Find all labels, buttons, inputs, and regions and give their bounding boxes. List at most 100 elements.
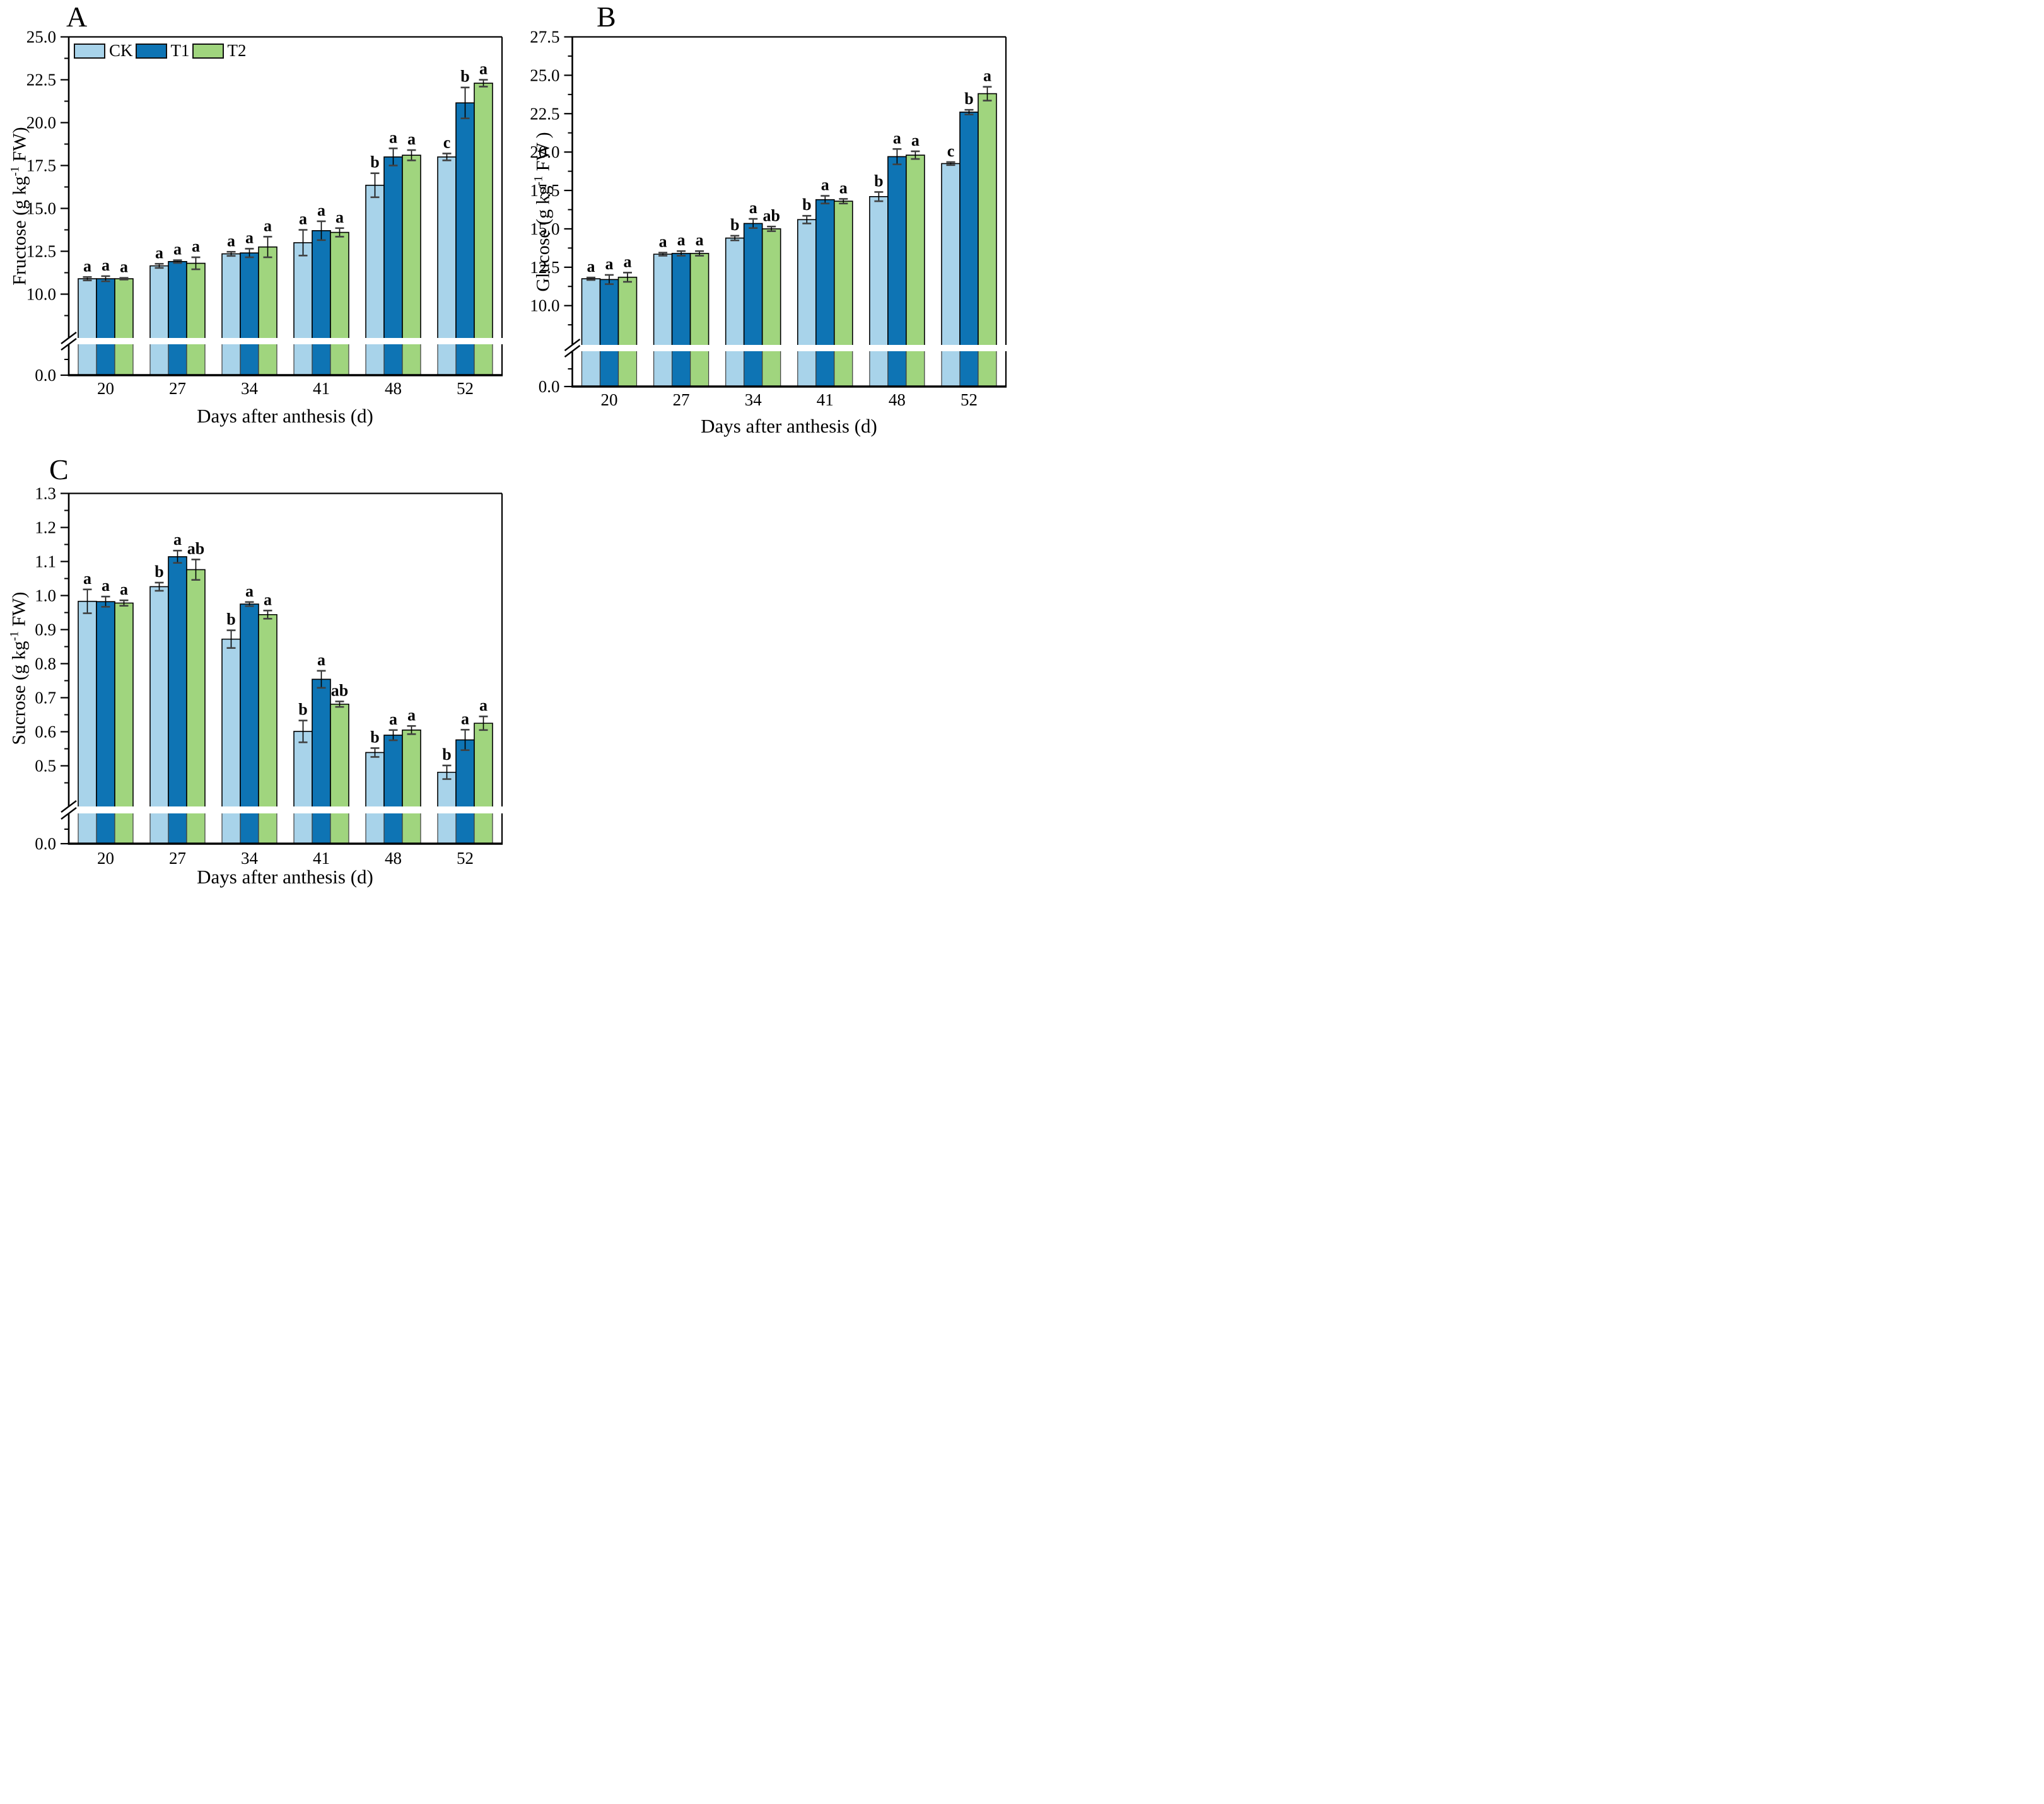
axis-break-slash	[61, 332, 77, 344]
bar-stub-CK-48	[366, 813, 384, 844]
bar-stub-CK-20	[78, 344, 96, 375]
sig-letter-CK-48: b	[874, 172, 883, 190]
sig-letter-T1-20: a	[605, 255, 614, 273]
axis-break-slash	[61, 807, 77, 820]
bar-stub-T2-27	[690, 351, 709, 387]
bar-stub-T1-20	[96, 344, 115, 375]
y-title-text: FW )	[532, 132, 554, 176]
bar-stub-border	[258, 813, 277, 844]
bar-stub-CK-20	[581, 351, 600, 387]
bar-CK-52	[438, 156, 456, 338]
bar-stub-CK-27	[150, 344, 168, 375]
bar-stub-T2-27	[187, 344, 205, 375]
sig-letter-T1-52: b	[964, 90, 973, 108]
y-tick-label: 1.3	[35, 484, 56, 503]
sig-letter-T1-20: a	[102, 576, 110, 595]
bar-CK-52	[942, 163, 960, 345]
legend-swatch-t2	[192, 43, 224, 59]
bar-T1-27	[168, 556, 187, 806]
bar-T2-48	[402, 730, 421, 806]
bar-T1-34	[240, 253, 259, 338]
sig-letter-T1-48: a	[389, 710, 397, 728]
y-title-superscript: -1	[532, 175, 546, 186]
bar-T2-20	[618, 277, 637, 345]
bar-T1-48	[384, 156, 402, 338]
sig-letter-CK-27: b	[155, 562, 163, 581]
y-tick-label: 17.5	[530, 181, 559, 200]
bar-stub-T2-48	[906, 351, 925, 387]
y-tick-label: 27.5	[530, 28, 559, 47]
x-tick-label-52: 52	[457, 849, 474, 868]
sig-letter-T2-34: a	[264, 590, 272, 608]
bar-stub-border	[330, 344, 349, 375]
legend: CK T1 T2	[74, 42, 249, 59]
y-tick-label: 0.6	[35, 723, 56, 742]
bar-stub-T1-41	[312, 344, 330, 375]
bar-T2-27	[187, 263, 205, 338]
bar-stub-border	[762, 351, 781, 387]
bar-CK-48	[366, 185, 384, 338]
sig-letter-T2-27: a	[192, 237, 200, 255]
y-tick-label: 12.5	[530, 258, 559, 277]
bar-stub-T1-52	[960, 351, 978, 387]
legend-label-t2: T2	[227, 41, 247, 60]
bar-CK-41	[294, 731, 312, 806]
bar-stub-border	[474, 344, 493, 375]
y-tick-label: 25.0	[530, 66, 559, 84]
y-tick-label: 10.0	[530, 296, 559, 315]
sig-letter-T2-52: a	[983, 67, 991, 85]
bar-stub-T1-41	[312, 813, 330, 844]
y-title-superscript: -1	[8, 166, 22, 177]
bar-CK-27	[150, 265, 168, 338]
bar-CK-20	[581, 279, 600, 345]
y-tick-label: 0.7	[35, 689, 56, 707]
bar-stub-T1-27	[672, 351, 691, 387]
bar-T1-48	[384, 735, 402, 806]
sig-letter-CK-52: c	[443, 133, 451, 151]
bar-stub-T1-52	[456, 344, 474, 375]
axis-break-slash	[564, 339, 581, 351]
bar-T1-20	[96, 279, 115, 338]
bar-stub-border	[617, 351, 638, 387]
bar-stub-border	[834, 351, 853, 387]
figure: a a a 20 a a a 27 a a a 34 a a a 41 b a a 48 c b a 52 10.0 12.5 15…	[0, 0, 1022, 902]
sig-letter-T1-20: a	[102, 256, 110, 274]
sig-letter-T2-48: a	[407, 706, 416, 724]
bar-stub-CK-41	[294, 813, 312, 844]
bar-stub-T2-34	[762, 351, 781, 387]
bar-CK-34	[222, 253, 240, 338]
y-tick-label: 15.0	[26, 199, 56, 218]
panel-a-letter: A	[66, 1, 88, 33]
panel-b-y-axis-title: Glucose (g kg-1 FW )	[532, 132, 554, 291]
x-tick-label-48: 48	[889, 390, 906, 409]
bar-CK-41	[294, 242, 312, 338]
bar-T2-52	[474, 83, 493, 338]
bar-stub-T2-20	[618, 351, 637, 387]
bar-stub-T2-27	[187, 813, 205, 844]
x-tick-label-41: 41	[313, 379, 330, 398]
bar-T1-27	[672, 253, 691, 345]
bar-T2-20	[115, 603, 133, 806]
x-tick-label-20: 20	[97, 379, 114, 398]
y-tick-label: 1.2	[35, 518, 56, 537]
bar-T2-48	[906, 155, 925, 345]
y-tick-label: 1.1	[35, 552, 56, 571]
bar-stub-border	[978, 351, 997, 387]
axis-break-slash	[61, 338, 77, 351]
bar-stub-T2-41	[330, 344, 349, 375]
bar-stub-T2-20	[115, 344, 133, 375]
bar-stub-T1-20	[96, 813, 115, 844]
bar-CK-34	[725, 238, 744, 345]
y-title-text: Glucose (g kg	[532, 185, 554, 292]
bar-stub-border	[186, 344, 206, 375]
bar-stub-border	[474, 813, 493, 844]
bar-stub-border	[330, 813, 349, 844]
bar-stub-CK-34	[222, 344, 240, 375]
x-tick-label-34: 34	[745, 390, 762, 409]
sig-letter-T1-41: a	[317, 651, 325, 669]
sig-letter-T2-20: a	[120, 580, 128, 598]
bar-T1-48	[887, 156, 906, 345]
bar-T2-41	[330, 704, 349, 806]
sig-letter-T1-52: a	[461, 709, 469, 728]
